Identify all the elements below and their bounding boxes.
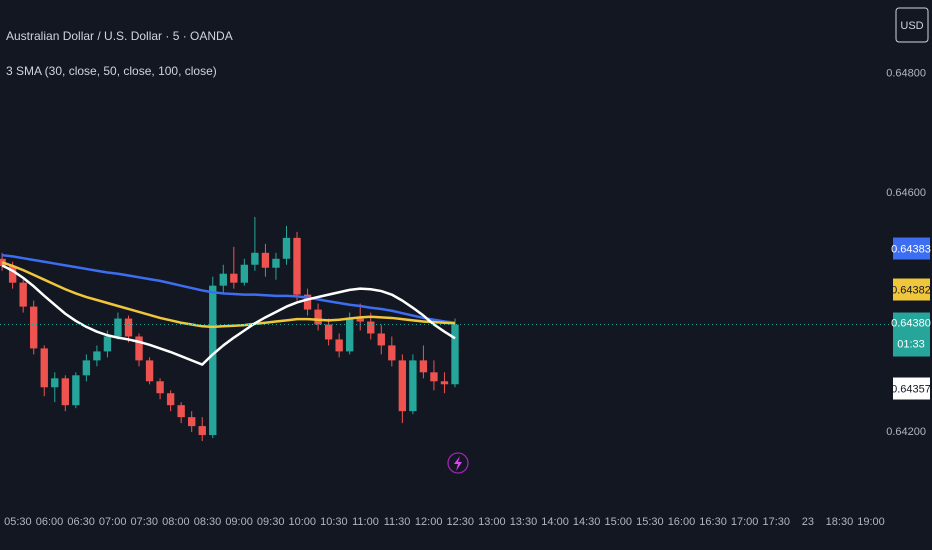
sma-tag: [893, 237, 930, 260]
x-tick-label: 06:30: [67, 516, 95, 528]
x-tick-label: 09:30: [257, 516, 285, 528]
x-tick-label: 09:00: [225, 516, 253, 528]
x-tick-label: 11:30: [384, 516, 411, 528]
candle-body: [145, 360, 154, 382]
candle-body: [293, 237, 301, 295]
candle-body: [19, 282, 27, 307]
candle-body: [419, 360, 428, 373]
candle-body: [251, 252, 259, 265]
candle-body: [8, 265, 17, 283]
x-tick-label: 11:00: [352, 516, 379, 528]
x-tick-label: 13:30: [510, 516, 538, 528]
axes: 0.64200 0.64600 0.64800 05:30 06:00 06:30 07:0…: [4, 67, 931, 527]
sma-tag-label: 0.64357: [891, 383, 931, 395]
x-tick-label: 23: [802, 516, 814, 528]
x-tick-label: 16:00: [668, 516, 696, 528]
x-tick-label: 19:00: [857, 516, 885, 528]
candle-body: [30, 306, 38, 349]
countdown-label: 01:33: [897, 338, 925, 350]
candle-body: [72, 375, 80, 406]
candle-body: [177, 405, 185, 418]
y-tick-label: 0.64800: [886, 67, 926, 79]
currency-button[interactable]: [895, 7, 929, 43]
indicator-label: 3 SMA (30, close, 50, close, 100, close): [6, 64, 217, 78]
y-tick-label: 0.64600: [886, 187, 926, 199]
candle-body: [156, 381, 164, 394]
x-tick-label: 12:00: [415, 516, 443, 528]
sma-tag-label: 0.64383: [891, 243, 931, 255]
candle-body: [282, 237, 291, 259]
y-tick-label: 0.64200: [886, 426, 926, 438]
x-tick-label: 05:30: [4, 516, 32, 528]
candle-body: [51, 378, 59, 388]
x-tick-label: 06:00: [36, 516, 64, 528]
x-tick-label: 12:30: [447, 516, 475, 528]
price-tag: [893, 312, 930, 357]
x-tick-label: 08:30: [194, 516, 222, 528]
x-tick-label: 14:00: [541, 516, 569, 528]
candle-body: [272, 258, 280, 268]
sma-line: [1, 261, 456, 329]
candle-body: [188, 417, 196, 427]
x-tick-label: 07:00: [99, 516, 127, 528]
x-tick-label: 17:00: [731, 516, 759, 528]
x-tick-label: 15:00: [604, 516, 632, 528]
sma-line: [1, 253, 456, 324]
candle-body: [198, 426, 206, 436]
candle-body: [114, 318, 122, 337]
candle-body: [135, 336, 143, 361]
candle-body: [230, 273, 238, 283]
candle-body: [377, 333, 385, 346]
candle-body: [82, 360, 91, 376]
candle-body: [345, 318, 354, 352]
candle-body: [219, 273, 227, 286]
x-tick-label: 13:00: [478, 516, 506, 528]
candle-body: [61, 378, 69, 406]
candle-body: [40, 348, 48, 388]
x-tick-label: 07:30: [131, 516, 159, 528]
candle-body: [303, 294, 312, 310]
candle-body: [451, 324, 459, 385]
currency-label: USD: [900, 20, 923, 32]
candle-body: [103, 336, 112, 352]
candle-body: [261, 252, 270, 268]
candle-body: [409, 360, 417, 412]
candle-body: [398, 360, 407, 412]
sma-tag: [893, 377, 930, 400]
candle-body: [93, 351, 101, 361]
candle-body: [335, 339, 343, 352]
x-tick-label: 10:00: [289, 516, 317, 528]
x-tick-label: 14:30: [573, 516, 601, 528]
candle-body: [314, 309, 322, 325]
x-tick-label: 10:30: [320, 516, 348, 528]
candle-body: [209, 285, 217, 436]
plot-area: [0, 216, 890, 442]
candle-body: [440, 381, 449, 385]
sma-line: [1, 264, 456, 366]
candle-body: [166, 393, 175, 406]
candle-body: [388, 345, 396, 361]
sma-tag: [893, 278, 930, 301]
sma-tag-label: 0.64382: [891, 284, 931, 296]
candle-body: [324, 324, 333, 340]
x-tick-label: 17:30: [762, 516, 790, 528]
x-tick-label: 18:30: [826, 516, 854, 528]
candle-body: [356, 318, 364, 322]
candle-body: [367, 321, 375, 334]
price-tag-label: 0.64380: [891, 317, 931, 329]
x-tick-label: 08:00: [162, 516, 190, 528]
chart-title: Australian Dollar / U.S. Dollar · 5 · OA…: [6, 29, 233, 43]
x-tick-label: 16:30: [699, 516, 727, 528]
lightning-glyph: [454, 456, 462, 471]
x-tick-label: 15:30: [636, 516, 664, 528]
candle-body: [124, 318, 133, 337]
candle-body: [430, 372, 438, 382]
candle-body: [240, 264, 249, 283]
